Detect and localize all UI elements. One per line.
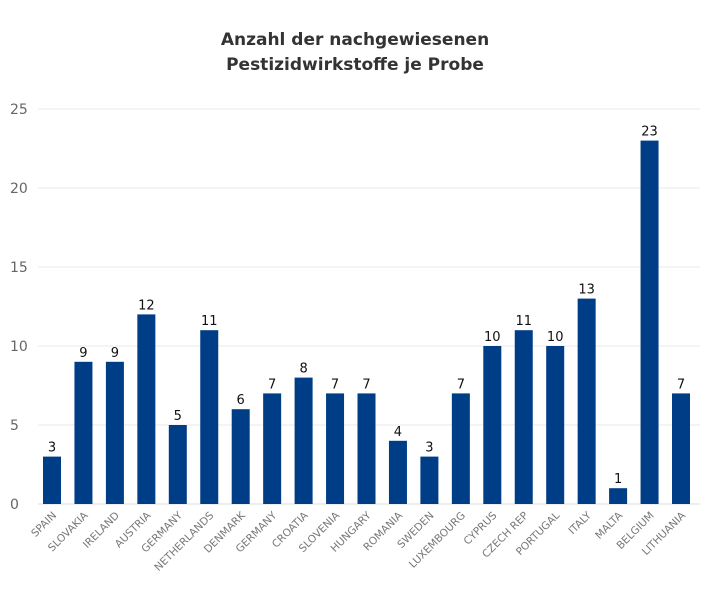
y-tick-label: 5 <box>10 418 19 434</box>
bar <box>514 330 533 504</box>
data-label: 7 <box>362 377 370 392</box>
bar <box>294 377 313 504</box>
x-tick-label: ITALY <box>566 509 594 537</box>
bar <box>357 393 376 504</box>
bar <box>609 488 628 504</box>
data-label: 9 <box>111 346 119 361</box>
data-label: 6 <box>237 393 245 408</box>
x-tick-label: SPAIN <box>29 510 59 540</box>
data-label: 10 <box>547 330 564 345</box>
data-label: 11 <box>515 314 532 329</box>
data-label: 7 <box>268 377 276 392</box>
data-label: 7 <box>331 377 339 392</box>
data-label: 12 <box>138 298 155 313</box>
bar <box>451 393 470 504</box>
bar <box>43 456 61 504</box>
data-label: 3 <box>425 441 433 456</box>
bar <box>483 346 502 504</box>
bar <box>326 393 345 504</box>
bar <box>546 346 565 504</box>
bar <box>388 440 407 504</box>
bar <box>137 314 156 504</box>
data-label: 7 <box>457 377 465 392</box>
data-label: 13 <box>578 283 595 298</box>
data-label: 7 <box>677 377 685 392</box>
data-label: 8 <box>299 362 307 377</box>
bar <box>168 425 187 504</box>
data-label: 1 <box>614 472 622 487</box>
y-tick-label: 10 <box>10 339 28 355</box>
y-tick-label: 15 <box>10 260 28 276</box>
bar <box>672 393 690 504</box>
chart-title-line2: Pestizidwirkstoffe je Probe <box>226 55 484 75</box>
data-label: 23 <box>641 125 658 140</box>
y-tick-label: 25 <box>10 102 28 118</box>
data-label: 3 <box>48 441 56 456</box>
x-tick-label: LUXEMBOURG <box>407 510 468 571</box>
bar <box>74 361 93 504</box>
data-label: 5 <box>174 409 182 424</box>
bar <box>105 361 124 504</box>
data-label: 9 <box>79 346 87 361</box>
data-label: 10 <box>484 330 501 345</box>
bar <box>420 456 439 504</box>
y-tick-label: 0 <box>10 497 19 513</box>
data-label: 4 <box>394 425 402 440</box>
bar <box>577 298 596 504</box>
bar <box>640 140 659 504</box>
y-tick-label: 20 <box>10 181 28 197</box>
bar <box>200 330 219 504</box>
chart-title-line1: Anzahl der nachgewiesenen <box>221 30 489 50</box>
bar <box>263 393 282 504</box>
bar <box>231 409 250 504</box>
data-label: 11 <box>201 314 218 329</box>
